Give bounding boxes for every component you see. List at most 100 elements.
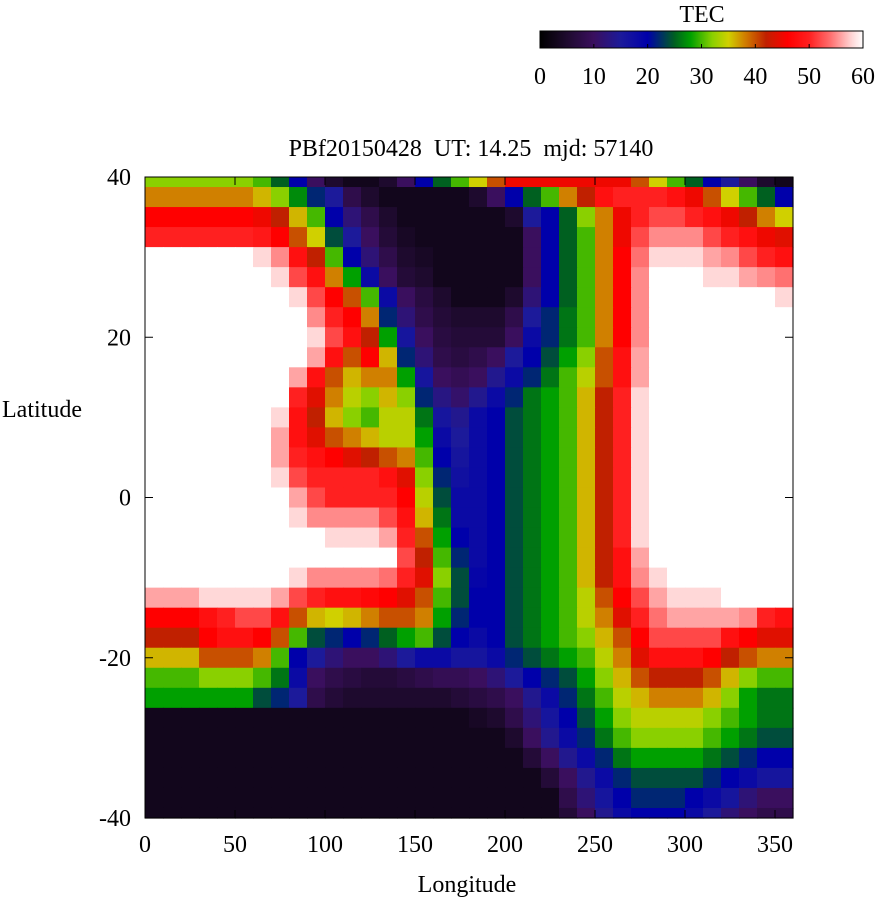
heatmap-cell — [523, 587, 542, 609]
heatmap-cell — [505, 707, 524, 729]
heatmap-cell — [271, 307, 290, 328]
heatmap-cell — [685, 507, 704, 529]
heatmap-cell — [775, 267, 794, 288]
heatmap-cell — [253, 647, 272, 669]
heatmap-cell — [721, 447, 740, 469]
heatmap-cell — [595, 387, 614, 408]
heatmap-cell — [469, 387, 488, 408]
heatmap-cell — [415, 707, 434, 729]
heatmap-cell — [307, 567, 326, 589]
heatmap-cell — [163, 787, 182, 809]
heatmap-cell — [523, 607, 542, 629]
heatmap-cell — [667, 247, 686, 268]
heatmap-cell — [487, 407, 506, 428]
heatmap-cell — [649, 747, 668, 769]
heatmap-cell — [505, 467, 524, 489]
heatmap-cell — [631, 427, 650, 449]
heatmap-cell — [667, 567, 686, 589]
heatmap-cell — [379, 747, 398, 769]
heatmap-cell — [649, 567, 668, 589]
heatmap-cell — [271, 367, 290, 388]
heatmap-cell — [325, 427, 344, 449]
heatmap-cell — [559, 587, 578, 609]
heatmap-cell — [361, 727, 380, 749]
heatmap-cell — [595, 587, 614, 609]
heatmap-cell — [433, 667, 452, 689]
heatmap-cell — [415, 587, 434, 609]
heatmap-cell — [163, 187, 182, 208]
heatmap-cell — [469, 687, 488, 709]
heatmap-cell — [451, 387, 470, 408]
heatmap-cell — [451, 327, 470, 348]
heatmap-cell — [505, 427, 524, 449]
heatmap-cell — [451, 667, 470, 689]
heatmap-cell — [721, 407, 740, 428]
heatmap-cell — [145, 787, 164, 809]
heatmap-cell — [505, 687, 524, 709]
heatmap-cell — [775, 767, 794, 789]
heatmap-cell — [721, 347, 740, 368]
heatmap-cell — [253, 467, 272, 489]
heatmap-cell — [685, 647, 704, 669]
heatmap-cell — [469, 467, 488, 489]
heatmap-cell — [343, 667, 362, 689]
heatmap-cell — [487, 647, 506, 669]
heatmap-cell — [325, 687, 344, 709]
heatmap-cell — [523, 747, 542, 769]
heatmap-cell — [505, 567, 524, 589]
heatmap-cell — [523, 487, 542, 509]
heatmap-cell — [451, 187, 470, 208]
heatmap-cell — [307, 467, 326, 489]
heatmap-cell — [559, 807, 578, 819]
heatmap-cell — [397, 307, 416, 328]
heatmap-cell — [307, 487, 326, 509]
heatmap-cell — [235, 607, 254, 629]
heatmap-cell — [181, 567, 200, 589]
heatmap-cell — [523, 177, 542, 188]
heatmap-cell — [235, 187, 254, 208]
heatmap-cell — [739, 567, 758, 589]
heatmap-cell — [739, 327, 758, 348]
heatmap-cell — [271, 207, 290, 228]
heatmap-cell — [523, 767, 542, 789]
y-tick-label: 40 — [107, 165, 131, 191]
heatmap-cell — [469, 727, 488, 749]
heatmap-cell — [271, 587, 290, 609]
x-tick-label: 100 — [307, 832, 343, 858]
heatmap-cell — [721, 727, 740, 749]
heatmap-cell — [361, 307, 380, 328]
heatmap-cell — [577, 407, 596, 428]
heatmap-cell — [613, 547, 632, 569]
heatmap-cell — [469, 347, 488, 368]
heatmap-cell — [469, 327, 488, 348]
colorbar-ticks: 0 10 20 30 40 50 60 — [534, 44, 875, 90]
heatmap-cell — [613, 387, 632, 408]
heatmap-cell — [703, 727, 722, 749]
heatmap-cell — [757, 807, 776, 819]
heatmap-cell — [145, 207, 164, 228]
heatmap-cell — [199, 527, 218, 549]
heatmap-cell — [667, 407, 686, 428]
heatmap-cell — [217, 207, 236, 228]
heatmap-cell — [703, 367, 722, 388]
heatmap-cell — [469, 367, 488, 388]
heatmap-cell — [415, 747, 434, 769]
heatmap-cell — [667, 547, 686, 569]
heatmap-cell — [667, 687, 686, 709]
heatmap-cell — [487, 567, 506, 589]
heatmap-cell — [523, 807, 542, 819]
heatmap-cell — [181, 387, 200, 408]
heatmap-cell — [577, 727, 596, 749]
heatmap-cell — [433, 247, 452, 268]
heatmap-cell — [649, 177, 668, 188]
heatmap-cell — [541, 267, 560, 288]
heatmap-cell — [685, 387, 704, 408]
heatmap-cell — [451, 177, 470, 188]
heatmap-cell — [631, 767, 650, 789]
heatmap-cell — [289, 287, 308, 308]
heatmap-cell — [757, 207, 776, 228]
heatmap-cell — [343, 687, 362, 709]
heatmap-cell — [307, 587, 326, 609]
heatmap-cell — [559, 727, 578, 749]
